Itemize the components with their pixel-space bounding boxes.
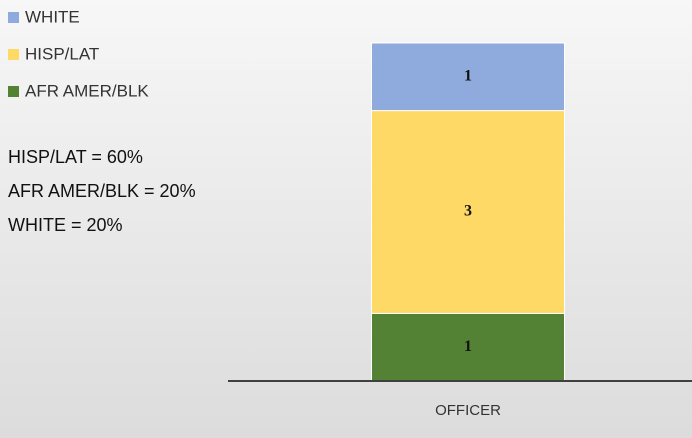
legend-swatch bbox=[8, 49, 19, 60]
legend-label: WHITE bbox=[25, 7, 80, 26]
bar-segment bbox=[371, 312, 565, 382]
legend-swatch bbox=[8, 86, 19, 97]
x-tick-label: OFFICER bbox=[435, 402, 501, 419]
data-label: 1 bbox=[464, 67, 472, 84]
data-label: 1 bbox=[464, 338, 472, 355]
legend-swatch bbox=[8, 12, 19, 23]
legend-label: AFR AMER/BLK bbox=[25, 81, 149, 100]
annotation: WHITE = 20% bbox=[8, 215, 123, 235]
annotation: AFR AMER/BLK = 20% bbox=[8, 181, 196, 201]
data-label: 3 bbox=[464, 203, 472, 220]
legend-label: HISP/LAT bbox=[25, 44, 99, 63]
annotation: HISP/LAT = 60% bbox=[8, 147, 143, 167]
bar-segment bbox=[371, 42, 565, 112]
